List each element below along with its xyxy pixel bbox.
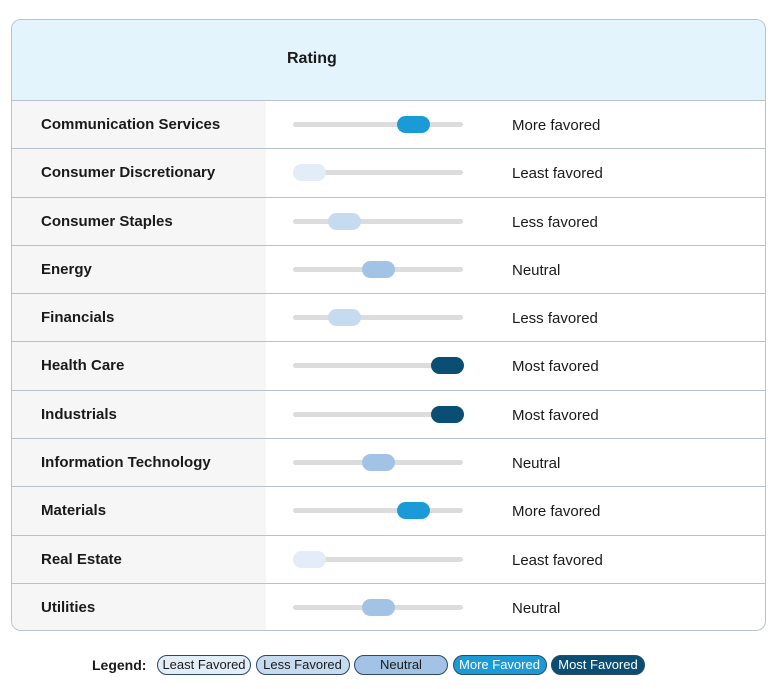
rating-table: Rating Communication Services More favore… (11, 19, 766, 631)
legend-item: Most Favored (551, 655, 645, 675)
rating-text: Least favored (512, 165, 603, 183)
sector-name: Financials (41, 309, 115, 327)
table-row: Financials Less favored (12, 294, 765, 343)
rating-text: Neutral (512, 455, 561, 473)
sector-cell: Consumer Staples (12, 197, 266, 245)
slider-knob (362, 454, 395, 472)
sector-cell: Financials (12, 294, 266, 342)
slider-knob (293, 164, 326, 182)
table-row: Industrials Most favored (12, 390, 765, 440)
sector-cell: Communication Services (12, 101, 266, 149)
sector-name: Consumer Discretionary (41, 164, 216, 182)
table-row: Information Technology Neutral (12, 439, 765, 488)
slider-track (293, 508, 463, 514)
slider-track (293, 411, 463, 417)
table-row: Consumer Discretionary Least favored (12, 149, 765, 198)
legend-item: Less Favored (255, 655, 350, 675)
sector-name: Real Estate (41, 550, 122, 568)
rating-text: Least favored (512, 551, 603, 569)
sector-cell: Energy (12, 245, 266, 294)
rating-text: Neutral (512, 261, 561, 279)
sector-name: Consumer Staples (41, 212, 173, 230)
sector-name: Materials (41, 502, 107, 520)
slider-knob (396, 116, 430, 133)
slider-track (293, 218, 463, 224)
table-row: Consumer Staples Less favored (12, 197, 765, 246)
sector-name: Communication Services (41, 116, 221, 133)
rating-text: More favored (512, 117, 601, 134)
sector-name: Utilities (41, 598, 96, 616)
table-header: Rating (12, 20, 765, 101)
table-row: Real Estate Least favored (12, 535, 765, 584)
table-row: Communication Services More favored (12, 101, 765, 150)
table-row: Materials More favored (12, 487, 765, 536)
table-row: Energy Neutral (12, 245, 765, 295)
legend-label: Legend: (92, 657, 147, 673)
rating-text: Neutral (512, 599, 561, 617)
rating-text: More favored (512, 503, 601, 521)
sector-cell: Information Technology (12, 439, 266, 487)
sector-name: Industrials (41, 405, 117, 423)
table-row: Health Care Most favored (12, 342, 765, 391)
sector-cell: Utilities (12, 583, 266, 630)
table-row: Utilities Neutral (12, 583, 765, 630)
sector-cell: Consumer Discretionary (12, 149, 266, 197)
sector-cell: Industrials (12, 390, 266, 439)
slider-knob (362, 260, 395, 278)
legend-item: Neutral (354, 655, 448, 675)
slider-knob (431, 357, 464, 375)
header-title: Rating (287, 50, 337, 67)
slider-knob (327, 309, 361, 327)
slider-track (293, 556, 463, 562)
slider-track (293, 363, 463, 369)
sector-cell: Materials (12, 487, 266, 535)
slider-track (293, 122, 463, 127)
slider-knob (327, 212, 361, 230)
sector-cell: Health Care (12, 342, 266, 390)
slider-track (293, 315, 463, 321)
sector-name: Information Technology (41, 454, 211, 472)
table-body: Communication Services More favored Consum… (12, 101, 765, 630)
slider-knob (362, 598, 395, 616)
legend-item: Least Favored (157, 655, 251, 675)
slider-knob (431, 405, 464, 423)
rating-text: Less favored (512, 310, 598, 328)
sector-cell: Real Estate (12, 535, 266, 583)
sector-name: Health Care (41, 357, 125, 375)
sector-name: Energy (41, 260, 92, 278)
slider-knob (396, 502, 430, 520)
rating-text: Most favored (512, 358, 599, 376)
slider-knob (293, 550, 326, 568)
slider-track (293, 170, 463, 176)
legend-item: More Favored (452, 655, 547, 675)
rating-text: Most favored (512, 406, 599, 424)
rating-text: Less favored (512, 213, 598, 231)
